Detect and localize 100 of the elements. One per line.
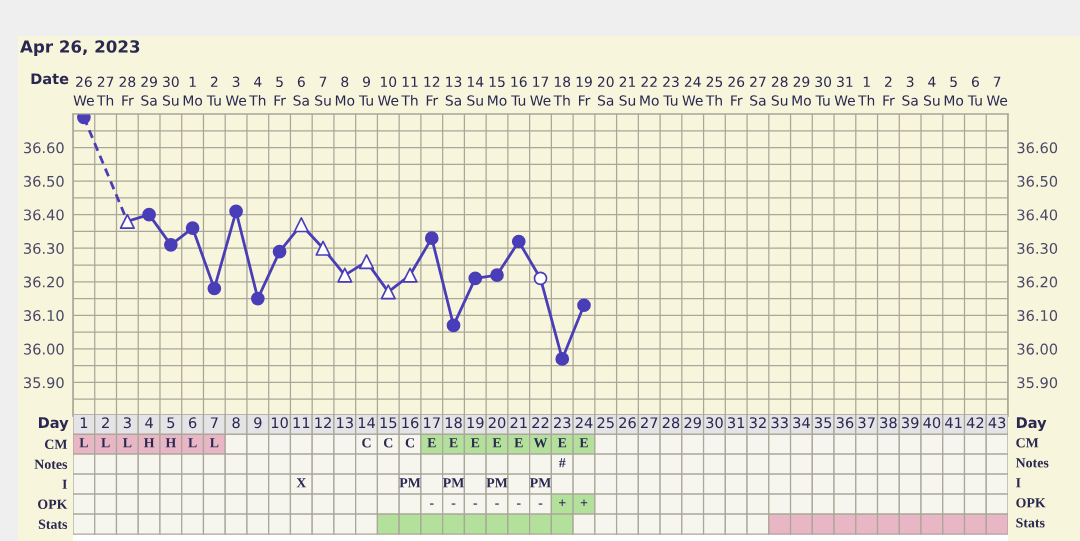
text: E: [427, 438, 436, 448]
x-tick-label: 27: [641, 417, 658, 429]
y2-tick-label: Stats: [1016, 518, 1045, 528]
x-tick-label: 2: [102, 417, 109, 429]
text: -: [516, 503, 521, 505]
text: E: [470, 438, 480, 448]
x-tick-label: 4 Th: [249, 76, 266, 106]
y-tick-label: Notes: [34, 459, 68, 469]
x-tick-label: 11: [293, 417, 310, 429]
x-tick-label: 6 Sa: [293, 76, 309, 106]
x-tick-label: 7: [210, 417, 218, 429]
text: X: [296, 478, 307, 488]
x-axis-title: Day: [38, 417, 69, 432]
x-tick-label: 5 Fr: [274, 76, 286, 106]
x-tick-label: 24: [575, 417, 593, 429]
point: [250, 291, 265, 306]
y2-tick-label: 36.30: [1017, 242, 1058, 254]
x-axis-title: Date: [31, 73, 69, 85]
point: [272, 244, 287, 259]
text: PM: [442, 478, 464, 488]
text: +: [580, 499, 588, 506]
y2-tick-label: CM: [1016, 438, 1039, 448]
x-tick-label: 1: [80, 417, 88, 429]
point: [424, 231, 439, 246]
x-tick-label: 12: [315, 417, 331, 429]
x-tick-label: 8: [232, 417, 240, 429]
y-tick-label: 36.10: [24, 310, 64, 322]
point: [293, 217, 309, 233]
x-tick-label: 17: [424, 417, 440, 429]
y-tick-label: 36.20: [24, 276, 64, 288]
y-tick-label: I: [62, 479, 67, 489]
y-tick-label: 36.40: [24, 209, 64, 221]
text: C: [362, 438, 371, 448]
x-tick-label: 11 Th: [401, 76, 418, 106]
point: [77, 114, 91, 125]
x-tick-label: 34: [793, 417, 810, 429]
text: H: [165, 438, 177, 448]
text: PM: [486, 478, 508, 488]
point: [229, 204, 243, 219]
x-tick-label: 16 Tu: [511, 76, 527, 106]
text: PM: [399, 478, 421, 488]
point: [555, 352, 570, 366]
x-tick-label: 35: [815, 417, 832, 429]
x-tick-label: 26 We: [73, 76, 94, 106]
x-tick-label: 26: [619, 417, 636, 429]
x-tick-label: 41: [945, 417, 962, 429]
y-tick-label: 36.50: [24, 175, 64, 187]
x-tick-label: 16: [402, 417, 419, 429]
x-tick-label: 38: [880, 417, 897, 429]
text: +: [559, 499, 566, 506]
text: -: [451, 503, 456, 505]
point: [511, 234, 526, 249]
y-tick-label: OPK: [38, 499, 68, 509]
y2-tick-label: 36.50: [1017, 175, 1058, 187]
x-tick-label: 31: [728, 417, 745, 429]
x-tick-label: 19 Fr: [576, 76, 592, 106]
x-tick-label: 1 Th: [857, 76, 875, 106]
x-tick-label: 23: [554, 417, 571, 429]
y-tick-label: CM: [44, 439, 68, 449]
x-tick-label: 21: [510, 417, 527, 429]
text: H: [143, 438, 155, 448]
x-tick-label: 20 Sa: [597, 76, 614, 106]
x-tick-label: 14 Su: [467, 76, 484, 106]
point: [468, 271, 483, 286]
x-tick-label: 19: [467, 417, 484, 429]
text: W: [533, 438, 548, 448]
y-tick-label: Stats: [38, 519, 68, 529]
y2-tick-label: I: [1016, 478, 1021, 488]
chart-title: Apr 26, 2023: [20, 40, 140, 57]
text: -: [429, 503, 434, 505]
x-tick-label: 37: [858, 417, 875, 429]
x-tick-label: 1 Mo: [183, 76, 203, 106]
point: [337, 267, 353, 283]
x-tick-label: 33: [771, 417, 788, 429]
x-tick-label: 26 Fr: [728, 76, 745, 106]
y2-tick-label: 36.40: [1017, 209, 1058, 221]
point: [207, 281, 222, 296]
x-tick-label: 20: [488, 417, 506, 429]
x-tick-label: 6 Tu: [967, 76, 982, 106]
x-tick-label: 29 Mo: [792, 76, 811, 106]
point: [119, 213, 135, 229]
point: [358, 254, 375, 270]
x-tick-label: 17 We: [530, 76, 551, 106]
x-tick-label: 18 Th: [553, 76, 571, 106]
x-tick-label: 25 Th: [705, 76, 723, 106]
text: PM: [529, 478, 551, 488]
text: -: [473, 503, 478, 505]
x-tick-label: 21 Su: [619, 76, 636, 106]
text: E: [514, 438, 523, 448]
point: [446, 318, 461, 333]
x-tick-label: 6: [188, 417, 197, 429]
x-tick-label: 7 We: [986, 76, 1008, 106]
y2-tick-label: OPK: [1016, 498, 1046, 508]
x-tick-label: 2 Tu: [206, 76, 221, 106]
point: [142, 207, 156, 222]
x-tick-label: 10 We: [378, 76, 399, 106]
x-tick-label: 39: [901, 417, 919, 429]
x-tick-label: 36: [836, 417, 854, 429]
x-tick-label: 30: [706, 417, 723, 429]
text: Day: [1016, 417, 1047, 432]
